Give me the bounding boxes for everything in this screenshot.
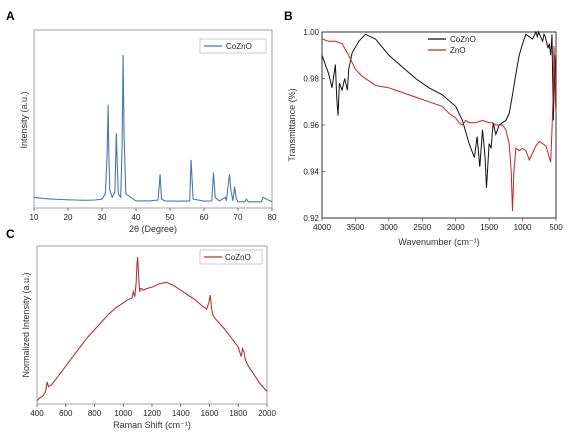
chart-a-x-tick-label: 60 <box>200 213 209 222</box>
chart-b-y-tick-label: 1.00 <box>303 28 319 37</box>
panel-letter-c: C <box>6 227 15 241</box>
chart-b-x-tick-label: 3000 <box>380 223 398 232</box>
chart-a-x-tick-label: 10 <box>30 213 39 222</box>
chart-a-y-axis-label: Intensity (a.u.) <box>19 91 29 148</box>
chart-c-x-tick-label: 1800 <box>229 409 247 418</box>
chart-b: 4000 3500 3000 2500 2000 1500 1000 500 0.92 0.94 0… <box>287 28 563 247</box>
chart-c-x-tick-label: 1200 <box>143 409 161 418</box>
chart-c-plot-frame <box>36 245 268 405</box>
chart-c: 400 600 800 1000 1200 1400 1600 1800 2000 CoZnO … <box>21 245 276 430</box>
chart-a-x-tick-label: 50 <box>166 213 175 222</box>
chart-c-x-tick-label: 2000 <box>258 409 276 418</box>
chart-b-x-tick-label: 4000 <box>313 223 331 232</box>
chart-c-legend-label: CoZnO <box>225 253 251 262</box>
chart-c-x-tick-label: 1400 <box>172 409 190 418</box>
chart-a-x-tick-label: 30 <box>98 213 107 222</box>
chart-b-y-tick-label: 0.96 <box>303 121 319 130</box>
chart-b-plot-frame <box>321 31 557 219</box>
chart-c-x-ticks: 400 600 800 1000 1200 1400 1600 1800 2000 <box>30 404 276 418</box>
chart-b-x-tick-label: 3500 <box>347 223 365 232</box>
chart-a-x-tick-label: 40 <box>132 213 141 222</box>
chart-a-x-axis-label: 2θ (Degree) <box>129 224 177 234</box>
chart-c-x-tick-label: 800 <box>88 409 102 418</box>
chart-b-x-tick-label: 2000 <box>447 223 465 232</box>
chart-c-legend-box <box>199 249 263 265</box>
chart-b-legend-label-zno: ZnO <box>450 46 466 55</box>
chart-b-x-tick-label: 500 <box>549 223 563 232</box>
chart-a-series-line <box>33 54 273 203</box>
chart-c-x-tick-label: 400 <box>30 409 44 418</box>
chart-a-plot-frame <box>33 29 273 209</box>
chart-b-ticks: 4000 3500 3000 2500 2000 1500 1000 500 0.92 0.94 0… <box>303 28 563 232</box>
chart-c-y-axis-label: Normalized Intensity (a.u.) <box>21 272 31 377</box>
panel-letter-b: B <box>284 9 293 23</box>
chart-b-series-zno <box>321 38 557 212</box>
chart-b-y-tick-label: 0.92 <box>303 214 319 223</box>
chart-b-legend-label-cozno: CoZnO <box>450 35 476 44</box>
chart-c-x-axis-label: Raman Shift (cm⁻¹) <box>113 420 191 430</box>
chart-c-x-tick-label: 1000 <box>114 409 132 418</box>
chart-a: 10 20 30 40 50 60 70 80 CoZnO 2θ (Degree) Inten… <box>19 29 277 234</box>
chart-c-x-tick-label: 600 <box>59 409 73 418</box>
chart-b-x-tick-label: 1500 <box>480 223 498 232</box>
chart-b-y-tick-label: 0.94 <box>303 168 319 177</box>
chart-b-series-coZnO <box>321 30 557 188</box>
chart-b-y-tick-label: 0.98 <box>303 75 319 84</box>
chart-a-x-tick-label: 70 <box>234 213 243 222</box>
chart-a-x-tick-label: 80 <box>268 213 277 222</box>
chart-b-y-axis-label: Transmittance (%) <box>287 88 297 161</box>
chart-b-x-axis-label: Wavenumber (cm⁻¹) <box>398 237 479 247</box>
chart-b-x-tick-label: 1000 <box>514 223 532 232</box>
chart-a-x-ticks: 10 20 30 40 50 60 70 80 <box>30 208 277 222</box>
chart-a-x-tick-label: 20 <box>64 213 73 222</box>
chart-c-x-tick-label: 1600 <box>201 409 219 418</box>
chart-a-legend-box <box>199 38 267 54</box>
chart-c-series-line <box>36 257 268 402</box>
panel-letter-a: A <box>6 9 15 23</box>
chart-b-x-tick-label: 2500 <box>413 223 431 232</box>
chart-a-legend-label: CoZnO <box>226 42 252 51</box>
